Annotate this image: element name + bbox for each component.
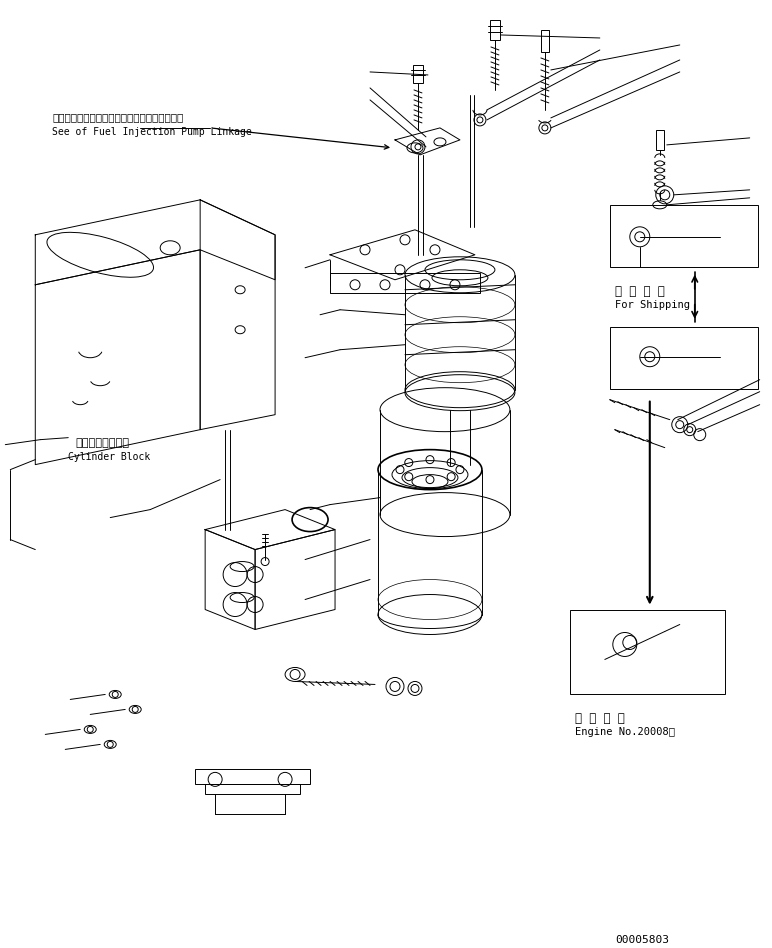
Polygon shape — [205, 530, 255, 629]
Polygon shape — [395, 128, 460, 155]
Text: 00005803: 00005803 — [615, 936, 669, 945]
Text: 適 用 号 機: 適 用 号 機 — [575, 713, 625, 725]
Polygon shape — [36, 250, 200, 465]
Polygon shape — [36, 200, 275, 284]
Bar — [330, 273, 480, 293]
Bar — [610, 205, 757, 266]
Text: シリンダブロック: シリンダブロック — [75, 438, 129, 447]
Text: Engine No.20008～: Engine No.20008～ — [575, 727, 675, 738]
Bar — [541, 30, 549, 52]
Bar — [610, 327, 757, 389]
Polygon shape — [330, 229, 475, 280]
Bar — [655, 130, 664, 150]
Polygon shape — [205, 510, 335, 550]
Text: フェルインジェクションボンプリンケージ参照: フェルインジェクションボンプリンケージ参照 — [52, 112, 184, 122]
Text: See of Fuel Injection Pump Linkage: See of Fuel Injection Pump Linkage — [52, 127, 252, 137]
Bar — [205, 784, 300, 794]
Bar — [195, 770, 310, 784]
Text: For Shipping: For Shipping — [615, 300, 690, 310]
Text: Cylinder Block: Cylinder Block — [68, 451, 151, 462]
Polygon shape — [200, 200, 275, 429]
Bar — [413, 65, 423, 82]
Polygon shape — [255, 530, 335, 629]
Bar — [570, 610, 725, 695]
Bar — [490, 20, 500, 40]
Text: 運 携 部 品: 運 携 部 品 — [615, 284, 665, 298]
